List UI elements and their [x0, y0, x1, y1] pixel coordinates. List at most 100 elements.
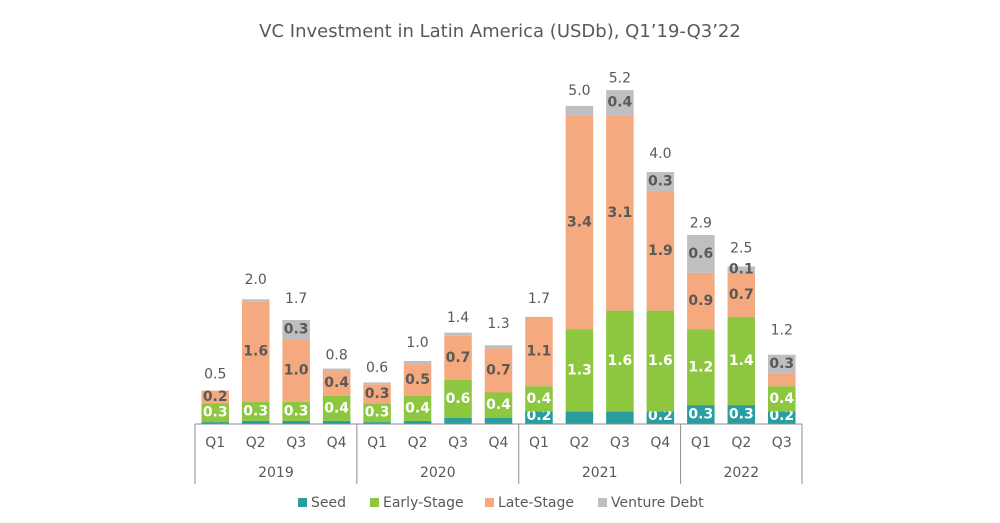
value-label: 0.2	[203, 389, 228, 405]
bar-segment	[646, 411, 675, 424]
bar-segment	[282, 338, 310, 402]
bar-segment	[565, 329, 594, 412]
value-label: 0.3	[769, 356, 794, 372]
legend-label: Seed	[311, 495, 346, 511]
value-label: 0.4	[486, 397, 511, 413]
bar-segment	[444, 379, 472, 418]
x-tick-label: Q2	[246, 435, 266, 451]
value-label: 0.3	[365, 386, 390, 402]
group-label: 2020	[420, 465, 456, 481]
bar-segment	[322, 370, 351, 396]
value-label: 0.3	[688, 407, 713, 423]
value-label: 0.4	[527, 391, 552, 407]
bar-segment	[241, 299, 270, 302]
total-label: 1.7	[528, 291, 550, 307]
bar-segment	[646, 172, 675, 191]
bar-segment	[606, 115, 634, 311]
bar-segment	[444, 417, 472, 424]
legend-swatch	[485, 498, 494, 507]
value-label: 3.1	[607, 205, 632, 221]
x-tick-label: Q3	[286, 435, 306, 451]
value-label: 0.4	[405, 400, 430, 416]
total-label: 1.2	[771, 322, 793, 338]
value-label: 0.3	[365, 405, 390, 421]
total-label: 5.2	[609, 70, 631, 86]
bar-segment	[768, 354, 796, 374]
value-label: 1.2	[688, 359, 713, 375]
legend-swatch	[298, 498, 307, 507]
value-label: 0.6	[446, 391, 471, 407]
bar-segment	[727, 272, 756, 317]
value-label: 0.3	[203, 405, 228, 421]
value-label: 0.3	[284, 403, 309, 419]
value-label: 0.9	[688, 293, 713, 309]
bar-segment	[768, 373, 796, 387]
bar-segment	[525, 411, 553, 424]
x-tick-label: Q4	[327, 435, 347, 451]
value-label: 1.3	[567, 362, 592, 378]
bar-segment	[282, 420, 310, 424]
bar-segment	[525, 316, 553, 387]
bar-segment	[322, 395, 351, 421]
group-label: 2021	[582, 465, 618, 481]
value-label: 1.0	[284, 362, 309, 378]
value-label: 0.6	[688, 246, 713, 262]
value-label: 0.3	[284, 322, 309, 338]
bar-segment	[484, 348, 513, 393]
value-label: 0.7	[446, 350, 471, 366]
total-label: 4.0	[649, 146, 671, 162]
bar-segment	[727, 405, 756, 424]
bar-segment	[768, 386, 796, 412]
x-tick-label: Q3	[448, 435, 468, 451]
bar-segment	[444, 332, 472, 336]
total-label: 1.3	[487, 316, 509, 332]
bar-segment	[282, 401, 310, 421]
bar-segment	[363, 403, 391, 423]
total-label: 2.0	[245, 272, 267, 288]
value-label: 0.3	[648, 173, 673, 189]
total-label: 0.8	[326, 348, 348, 364]
x-tick-label: Q1	[529, 435, 549, 451]
bar-segment	[403, 361, 432, 365]
value-label: 1.9	[648, 243, 673, 259]
x-tick-label: Q3	[772, 435, 792, 451]
bar-segment	[282, 320, 310, 339]
bar-segment	[484, 392, 513, 418]
value-label: 0.3	[729, 407, 754, 423]
value-label: 1.6	[243, 344, 268, 360]
bar-segment	[444, 335, 472, 380]
total-label: 5.0	[568, 83, 590, 99]
value-label: 0.4	[769, 391, 794, 407]
group-label: 2019	[258, 465, 294, 481]
total-label: 1.7	[285, 291, 307, 307]
value-label: 0.4	[324, 400, 349, 416]
bar-segment	[727, 316, 756, 406]
bar-segment	[363, 422, 391, 424]
x-tick-label: Q2	[731, 435, 751, 451]
bar-segment	[322, 368, 351, 371]
bar-segment	[565, 411, 594, 424]
bar-segment	[727, 266, 756, 273]
legend-label: Late-Stage	[498, 495, 574, 511]
bar-segment	[201, 390, 229, 404]
total-label: 2.5	[730, 241, 752, 257]
legend-label: Venture Debt	[611, 495, 704, 511]
x-tick-label: Q4	[489, 435, 509, 451]
bar-segment	[606, 411, 634, 424]
bar-segment	[525, 386, 553, 412]
bar-segment	[606, 310, 634, 412]
legend-label: Early-Stage	[383, 495, 464, 511]
value-label: 0.2	[527, 408, 552, 424]
bar-segment	[646, 310, 675, 412]
bar-segment	[403, 420, 432, 424]
bar-segment	[241, 420, 270, 424]
x-tick-label: Q4	[650, 435, 670, 451]
value-label: 1.4	[729, 353, 754, 369]
bar-segment	[565, 105, 594, 116]
bar-segment	[687, 405, 715, 424]
value-label: 0.4	[324, 375, 349, 391]
total-label: 0.6	[366, 360, 388, 376]
value-label: 1.1	[527, 344, 552, 360]
group-label: 2022	[723, 465, 759, 481]
